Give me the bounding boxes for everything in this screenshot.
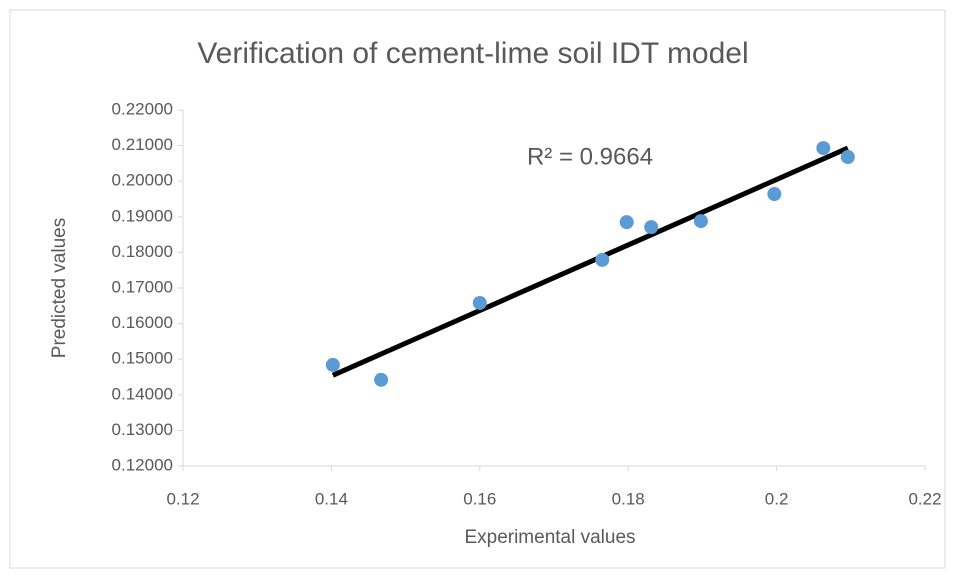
point	[619, 215, 634, 230]
y-tick-label: 0.17000	[112, 277, 173, 296]
point	[816, 141, 831, 156]
point	[472, 295, 487, 310]
trendline	[331, 145, 849, 378]
annotation: R² = 0.9664	[527, 143, 653, 170]
point	[767, 187, 782, 202]
y-tick-label: 0.19000	[112, 206, 173, 225]
y-axis-label: Predicted values	[49, 218, 70, 358]
point	[595, 252, 610, 267]
point	[840, 149, 855, 164]
y-tick-label: 0.22000	[112, 99, 173, 118]
y-tick-label: 0.12000	[112, 455, 173, 474]
x-tick-label: 0.16	[463, 489, 496, 508]
y-tick-label: 0.16000	[112, 313, 173, 332]
x-axis-label: Experimental values	[464, 527, 635, 548]
y-tick-label: 0.18000	[112, 242, 173, 261]
y-tick-label: 0.14000	[112, 384, 173, 403]
y-tick-label: 0.20000	[112, 171, 173, 190]
point	[693, 214, 708, 229]
chart-title: Verification of cement-lime soil IDT mod…	[197, 37, 748, 70]
x-tick-label: 0.2	[765, 489, 789, 508]
x-tick-label: 0.12	[166, 489, 199, 508]
y-tick-label: 0.13000	[112, 420, 173, 439]
x-tick-label: 0.22	[908, 489, 941, 508]
point	[644, 220, 659, 235]
x-tick-label: 0.18	[612, 489, 645, 508]
point	[325, 357, 340, 372]
y-tick-label: 0.15000	[112, 349, 173, 368]
point	[374, 372, 389, 387]
x-tick-label: 0.14	[315, 489, 348, 508]
y-tick-label: 0.21000	[112, 135, 173, 154]
chart-border	[9, 9, 946, 569]
